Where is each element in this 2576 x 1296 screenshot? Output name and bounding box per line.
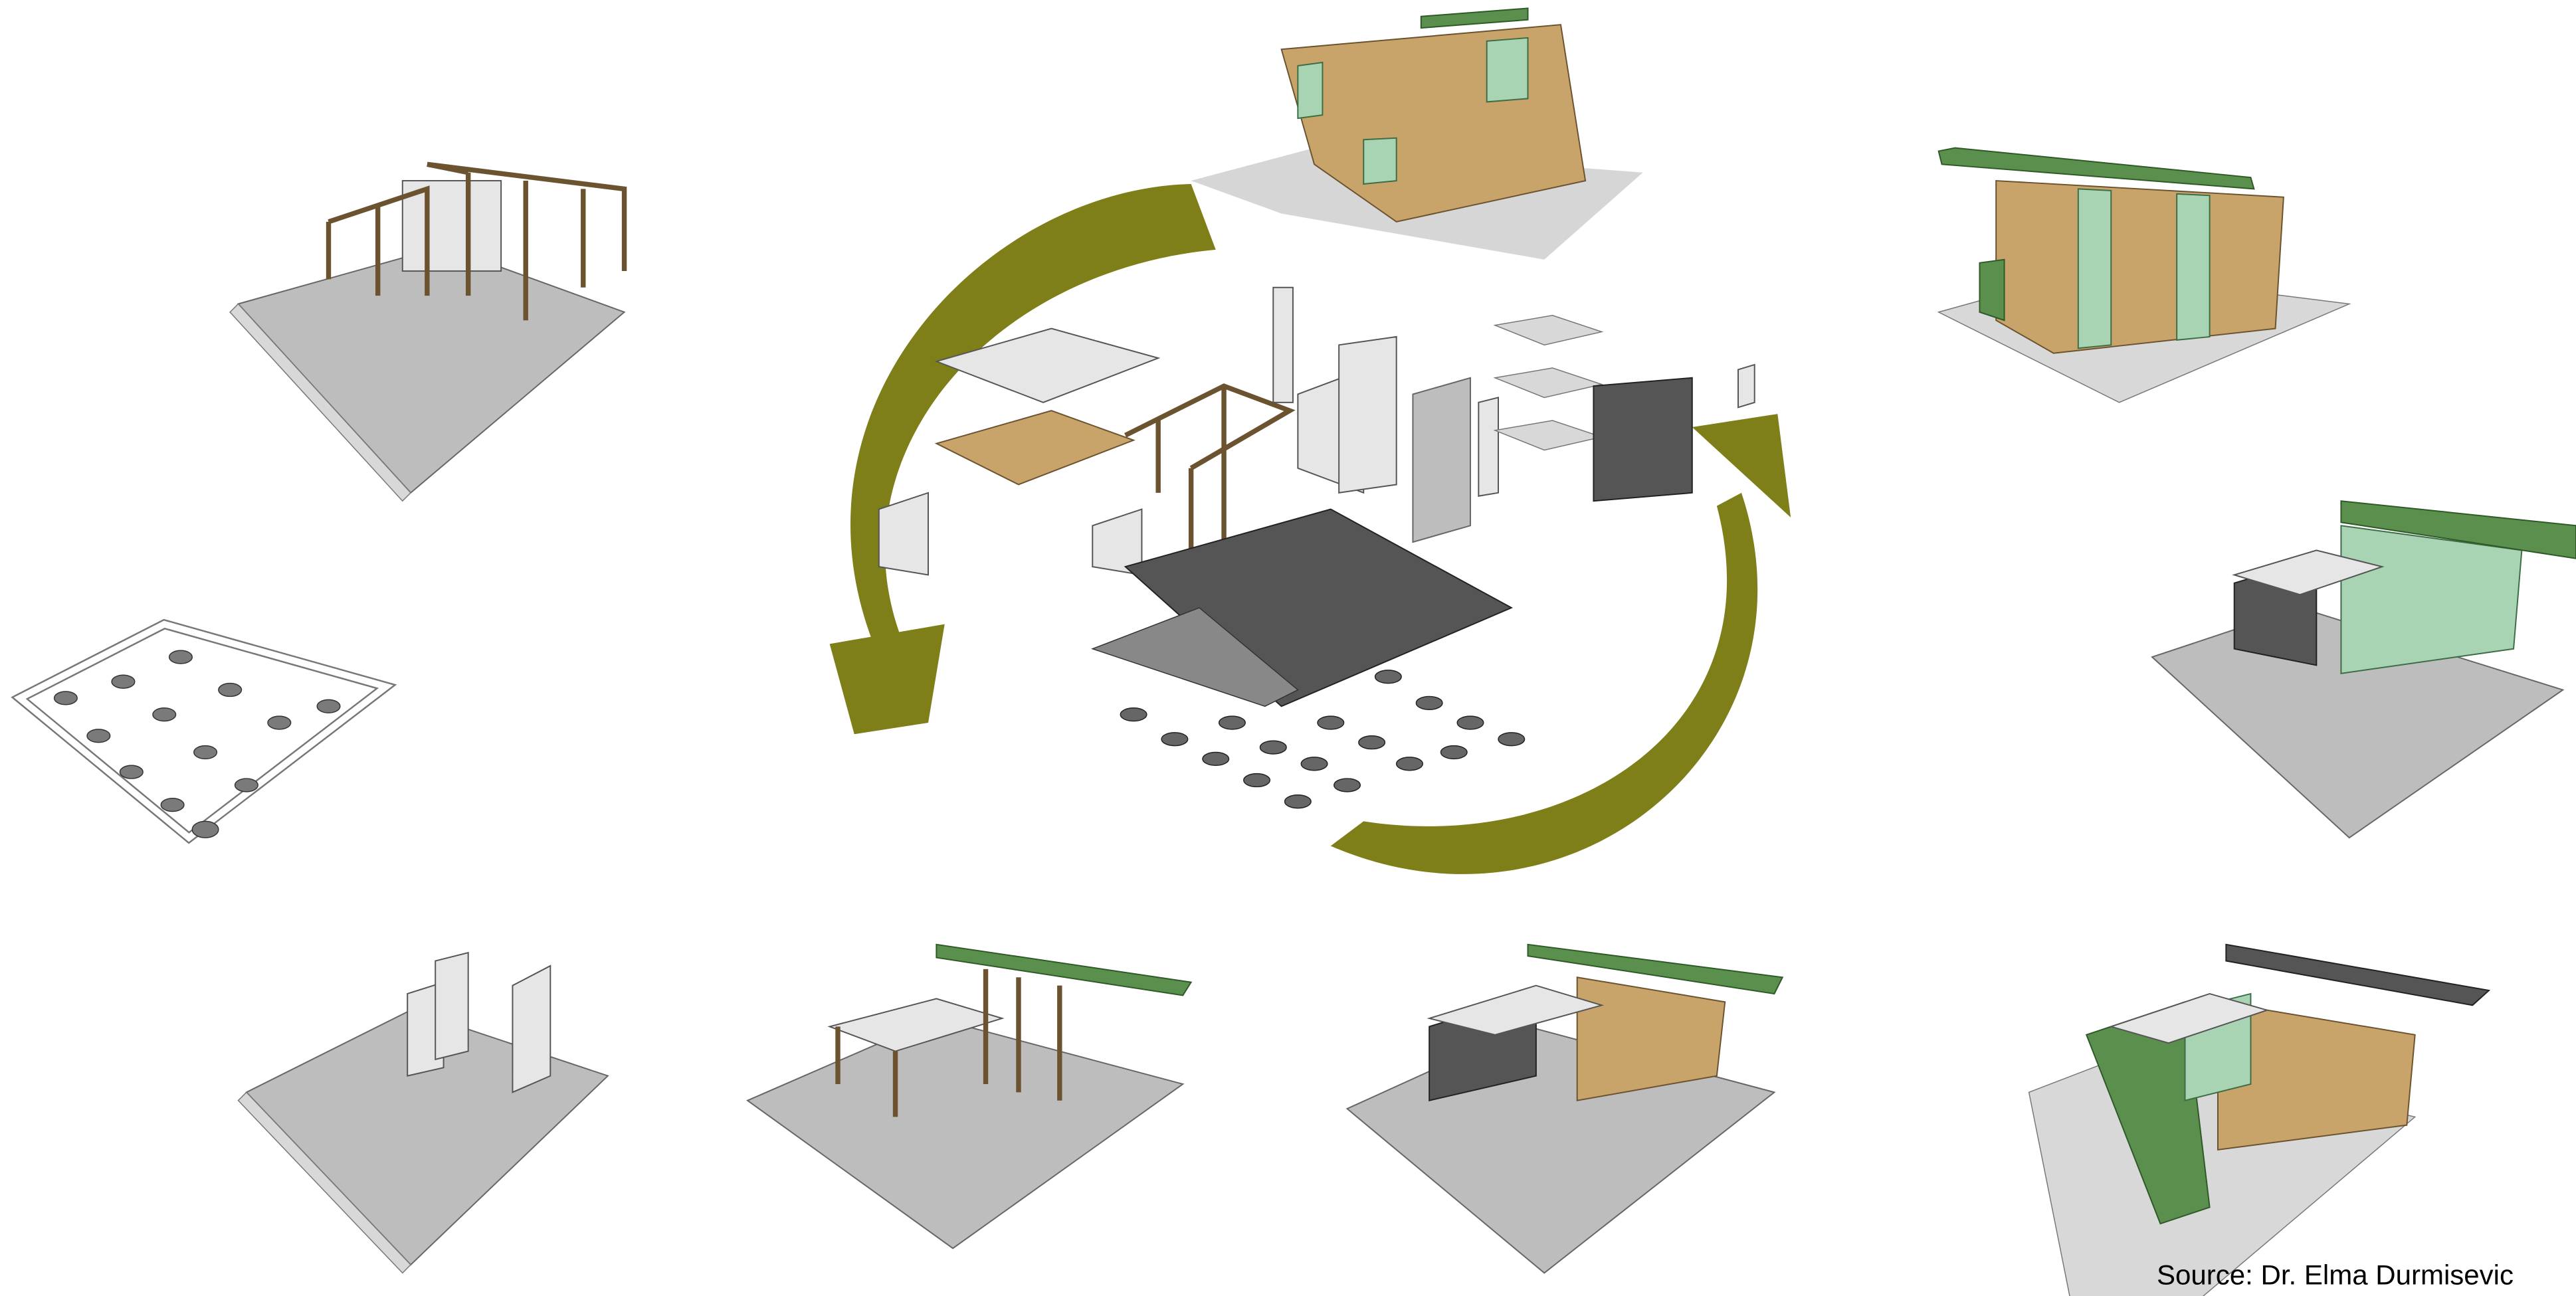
- finished-stage-side: [1937, 147, 2351, 403]
- source-credit: Source: Dr. Elma Durmisevic: [2157, 1259, 2514, 1291]
- cladding-stage: [1345, 943, 1784, 1274]
- roof-stage: [746, 943, 1193, 1250]
- arrow-left: [850, 183, 1216, 658]
- finished-stage-top: [1191, 7, 1643, 260]
- finished-stage-front: [2028, 943, 2491, 1296]
- arrow-right-head: [1692, 414, 1791, 517]
- foundation-stage: [11, 618, 397, 844]
- glazing-stage: [2151, 500, 2576, 839]
- cycle-arrows: [829, 183, 1791, 874]
- arrow-right: [1330, 492, 1758, 874]
- frame-stage: [229, 161, 627, 502]
- wall-stage: [237, 951, 609, 1274]
- arrow-left-head: [829, 624, 945, 735]
- exploded-view: [878, 286, 1755, 809]
